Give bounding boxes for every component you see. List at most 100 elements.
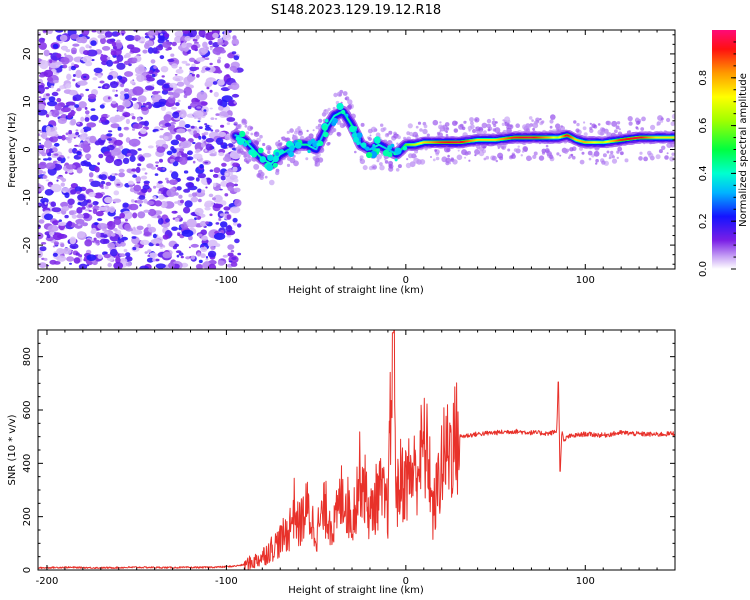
- noise-speck: [203, 109, 207, 112]
- noise-speck: [201, 132, 207, 136]
- noise-speck: [195, 148, 201, 153]
- noise-speck: [77, 80, 88, 86]
- halo-speck: [486, 123, 492, 129]
- noise-speck: [155, 263, 166, 269]
- noise-speck: [195, 177, 200, 182]
- noise-speck: [83, 256, 87, 261]
- noise-speck: [180, 199, 184, 204]
- noise-speck: [175, 250, 182, 254]
- noise-speck: [219, 111, 228, 117]
- noise-speck: [56, 97, 62, 103]
- noise-speck: [168, 262, 175, 269]
- noise-speck: [90, 114, 99, 122]
- halo-speck: [520, 154, 523, 157]
- noise-speck: [38, 133, 41, 137]
- noise-speck: [107, 74, 114, 81]
- noise-speck: [39, 246, 47, 252]
- noise-speck: [198, 126, 203, 129]
- noise-speck: [150, 238, 162, 245]
- halo-speck: [583, 121, 586, 124]
- noise-speck: [49, 62, 60, 69]
- snr-plot-area: [38, 330, 675, 570]
- noise-speck: [117, 75, 123, 80]
- noise-speck: [232, 43, 236, 46]
- halo-speck: [486, 118, 492, 124]
- noise-speck: [186, 218, 197, 228]
- noise-speck: [113, 139, 123, 146]
- noise-speck: [106, 138, 113, 141]
- noise-speck: [88, 172, 94, 178]
- noise-speck: [190, 255, 196, 260]
- noise-speck: [57, 135, 63, 140]
- halo-speck: [380, 123, 384, 127]
- noise-speck: [70, 118, 77, 126]
- halo-speck: [426, 133, 430, 137]
- halo-speck: [445, 130, 449, 134]
- noise-speck: [226, 234, 231, 238]
- noise-speck: [111, 172, 115, 177]
- noise-speck: [119, 253, 126, 257]
- noise-speck: [137, 95, 147, 103]
- halo-speck: [464, 156, 467, 159]
- ridge-blob: [353, 136, 359, 143]
- noise-speck: [52, 160, 59, 165]
- halo-speck: [278, 139, 281, 143]
- noise-speck: [166, 189, 177, 197]
- noise-speck: [158, 243, 164, 248]
- noise-speck: [66, 256, 75, 262]
- noise-speck: [122, 202, 129, 208]
- halo-speck: [315, 157, 320, 163]
- noise-speck: [139, 239, 150, 246]
- noise-speck: [70, 189, 77, 195]
- noise-speck: [208, 250, 217, 258]
- halo-speck: [611, 120, 618, 127]
- halo-speck: [650, 124, 656, 130]
- noise-speck: [162, 234, 169, 240]
- noise-speck: [86, 122, 97, 128]
- noise-speck: [132, 123, 143, 129]
- halo-speck: [556, 152, 560, 156]
- halo-speck: [573, 120, 577, 124]
- noise-speck: [157, 191, 162, 194]
- noise-speck: [198, 259, 203, 264]
- ridge-blob: [376, 148, 381, 152]
- noise-speck: [215, 222, 220, 225]
- noise-speck: [232, 217, 238, 223]
- noise-speck: [204, 161, 209, 164]
- halo-speck: [541, 151, 546, 155]
- halo-speck: [336, 91, 343, 97]
- noise-speck: [179, 145, 183, 149]
- noise-speck: [146, 257, 154, 263]
- noise-speck: [76, 36, 85, 44]
- noise-speck: [226, 145, 230, 148]
- noise-speck: [196, 106, 202, 109]
- noise-speck: [135, 176, 142, 183]
- noise-speck: [176, 186, 182, 191]
- noise-speck: [52, 232, 63, 241]
- noise-speck: [147, 249, 152, 253]
- ridge-blob: [239, 130, 246, 138]
- noise-speck: [51, 207, 62, 213]
- halo-speck: [526, 124, 531, 129]
- halo-speck: [638, 156, 643, 161]
- noise-speck: [160, 200, 168, 209]
- noise-speck: [117, 237, 121, 241]
- noise-speck: [175, 102, 180, 107]
- noise-speck: [81, 206, 86, 210]
- noise-speck: [167, 126, 173, 131]
- noise-speck: [47, 152, 52, 157]
- noise-speck: [107, 176, 112, 180]
- noise-speck: [118, 172, 125, 178]
- noise-speck: [147, 47, 154, 54]
- noise-speck: [119, 94, 125, 101]
- halo-speck: [286, 130, 290, 134]
- halo-speck: [531, 119, 534, 122]
- noise-speck: [140, 106, 149, 111]
- noise-speck: [46, 100, 58, 107]
- noise-speck: [104, 185, 109, 190]
- noise-speck: [210, 129, 214, 132]
- halo-speck: [354, 150, 357, 154]
- noise-speck: [69, 243, 79, 250]
- noise-speck: [69, 210, 75, 216]
- noise-speck: [232, 221, 238, 226]
